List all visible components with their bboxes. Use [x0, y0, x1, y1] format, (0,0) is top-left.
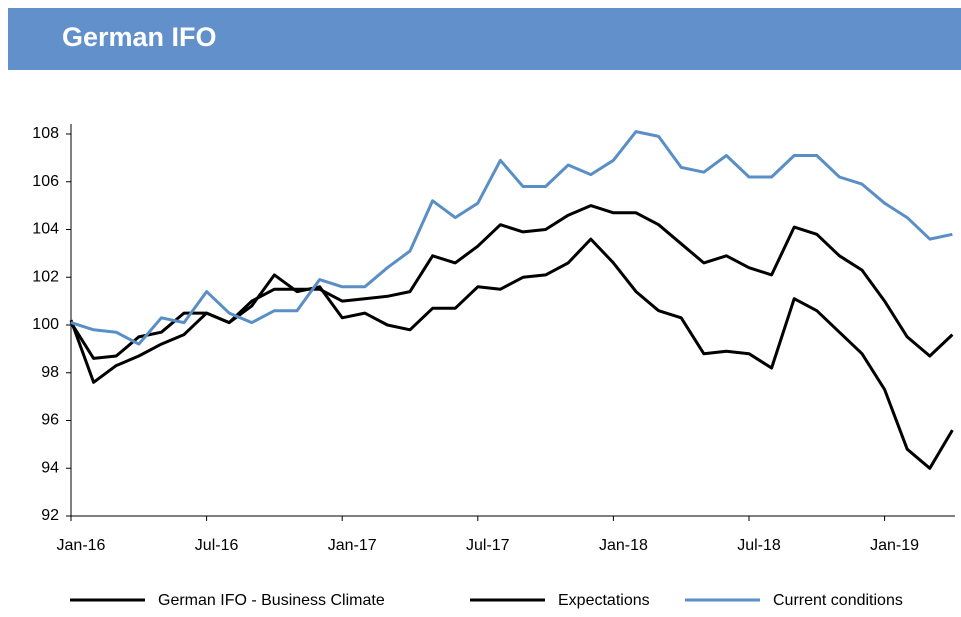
legend-label: Current conditions	[773, 592, 903, 609]
y-tick-label: 108	[32, 125, 59, 142]
x-tick-label: Jan-18	[599, 537, 648, 554]
x-tick-label: Jul-16	[195, 537, 239, 554]
series-line	[70, 130, 953, 346]
x-tick-label: Jul-18	[737, 537, 781, 554]
y-tick-label: 100	[32, 316, 59, 333]
y-tick-label: 92	[41, 507, 59, 524]
x-tick-label: Jul-17	[466, 537, 510, 554]
y-tick-label: 104	[32, 221, 59, 238]
x-tick-label: Jan-17	[328, 537, 377, 554]
legend-label: Expectations	[558, 592, 650, 609]
y-tick-label: 106	[32, 173, 59, 190]
legend-label: German IFO - Business Climate	[158, 592, 385, 609]
y-tick-label: 96	[41, 412, 59, 429]
y-tick-label: 98	[41, 364, 59, 381]
x-tick-label: Jan-19	[870, 537, 919, 554]
y-tick-label: 94	[41, 459, 59, 476]
y-tick-label: 102	[32, 268, 59, 285]
series-line	[69, 237, 954, 470]
chart-title: German IFO	[62, 22, 217, 52]
header-bar	[8, 8, 961, 70]
x-tick-label: Jan-16	[57, 537, 106, 554]
